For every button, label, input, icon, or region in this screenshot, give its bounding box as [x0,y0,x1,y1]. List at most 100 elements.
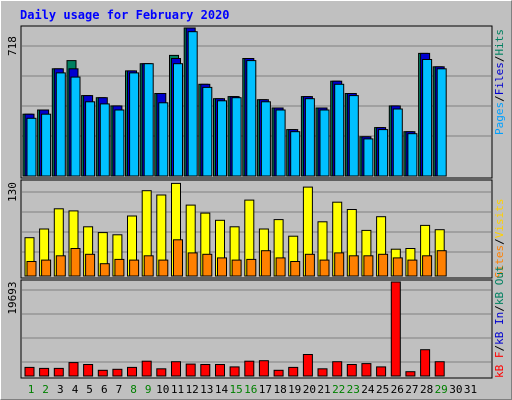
bar-kb-f-day-12 [185,363,196,377]
x-tick-label-12: 12 [186,383,199,396]
bar-sites-day-3 [55,255,66,277]
x-tick-label-10: 10 [156,383,169,396]
bar-pages-day-10 [158,102,169,177]
bar-pages-day-9 [143,63,154,177]
bar-pages-day-14 [217,100,227,177]
bar-pages-day-20 [304,98,315,177]
bar-pages-day-19 [290,131,301,177]
volume-y-max-label: 19693 [6,281,19,314]
bar-kb-f-day-10 [156,368,167,377]
x-tick-label-9: 9 [145,383,152,396]
bar-kb-f-day-23 [346,364,357,377]
bar-sites-day-17 [260,250,271,277]
bar-kb-f-day-26 [390,281,401,377]
bar-pages-day-16 [246,60,257,177]
bar-kb-f-day-4 [68,362,79,377]
x-tick-label-31: 31 [464,383,477,396]
bar-kb-f-day-1 [24,366,35,377]
x-tick-label-19: 19 [288,383,301,396]
visits-legend: Sites/Visits [493,199,506,279]
bar-pages-day-15 [231,97,242,177]
bar-pages-day-5 [85,101,96,177]
chart-title: Daily usage for February 2020 [20,8,230,22]
bar-kb-f-day-6 [97,369,108,377]
legend-visits: Visits [493,199,506,239]
x-tick-label-15: 15 [229,383,242,396]
legend-kbf: kB F [493,352,506,379]
bar-pages-day-3 [55,72,66,177]
bar-kb-f-day-16 [244,360,255,377]
x-tick-label-24: 24 [361,383,375,396]
bar-sites-day-14 [217,257,227,277]
x-axis-day-labels: 1 2 3 4 5 6 7 8 9 10 11 12 13 14 15 16 17 18 19 20 21 22 23 24 2… [28,383,477,396]
bar-pages-day-27 [407,133,418,177]
legend-sep-1: / [493,95,506,102]
bar-kb-f-day-21 [317,368,328,377]
bar-pages-day-28 [422,59,433,177]
bar-kb-f-day-22 [332,361,343,377]
bar-kb-f-day-3 [53,367,64,377]
bar-sites-day-29 [436,250,447,277]
bar-kb-f-day-13 [200,364,211,377]
x-tick-label-17: 17 [259,383,272,396]
x-tick-label-18: 18 [273,383,286,396]
visits-y-max-label: 130 [6,182,19,202]
bar-kb-f-day-9 [141,360,152,377]
x-tick-label-16: 16 [244,383,257,396]
bar-pages-day-7 [114,109,125,177]
bar-sites-day-16 [246,258,257,277]
legend-pages: Pages [493,102,506,135]
bar-sites-day-20 [304,253,315,277]
bar-pages-day-12 [187,31,198,177]
bar-pages-day-11 [173,63,183,177]
bar-pages-day-21 [319,109,330,177]
bar-sites-day-11 [173,239,183,277]
x-tick-label-25: 25 [376,383,389,396]
bar-pages-day-26 [392,108,403,177]
bar-kb-f-day-28 [420,349,431,377]
x-tick-label-2: 2 [42,383,49,396]
bar-sites-day-23 [348,255,359,277]
bar-kb-f-day-25 [376,366,387,377]
bar-pages-day-13 [202,86,213,177]
x-tick-label-3: 3 [57,383,64,396]
bar-sites-day-15 [231,259,242,277]
bar-kb-f-day-29 [434,361,445,377]
hits-legend: Pages/Files/Hits [493,29,506,135]
legend-sep-4: / [493,345,506,352]
legend-sites: Sites [493,245,506,278]
bar-sites-day-25 [378,253,389,277]
bar-sites-day-26 [392,257,403,277]
bar-sites-day-7 [114,258,125,277]
bar-sites-day-27 [407,259,418,277]
bar-kb-f-day-2 [39,367,50,377]
x-tick-label-26: 26 [391,383,404,396]
hits-y-max-label: 718 [6,36,19,56]
x-tick-label-7: 7 [116,383,123,396]
bar-kb-f-day-8 [127,366,137,377]
bars-layer [22,27,447,377]
bar-pages-day-29 [436,68,447,177]
volume-legend: kB F/kB In/kB Out [493,265,506,378]
x-tick-label-23: 23 [347,383,360,396]
legend-sep-5: / [493,305,506,312]
x-tick-label-29: 29 [435,383,448,396]
x-tick-label-27: 27 [405,383,418,396]
legend-sep-3: / [493,238,506,245]
bar-sites-day-19 [290,261,301,277]
bar-kb-f-day-27 [405,371,416,377]
x-tick-label-6: 6 [101,383,108,396]
bar-kb-f-day-15 [229,366,240,377]
bar-kb-f-day-19 [288,366,299,377]
bar-kb-f-day-14 [215,364,225,377]
bar-kb-f-day-18 [273,369,284,377]
x-tick-label-30: 30 [449,383,462,396]
bar-pages-day-6 [99,103,110,177]
x-tick-label-28: 28 [420,383,433,396]
bar-pages-day-17 [260,101,271,177]
x-tick-label-21: 21 [317,383,330,396]
bar-sites-day-1 [26,261,37,277]
bar-pages-day-24 [363,138,374,177]
x-tick-label-20: 20 [303,383,316,396]
